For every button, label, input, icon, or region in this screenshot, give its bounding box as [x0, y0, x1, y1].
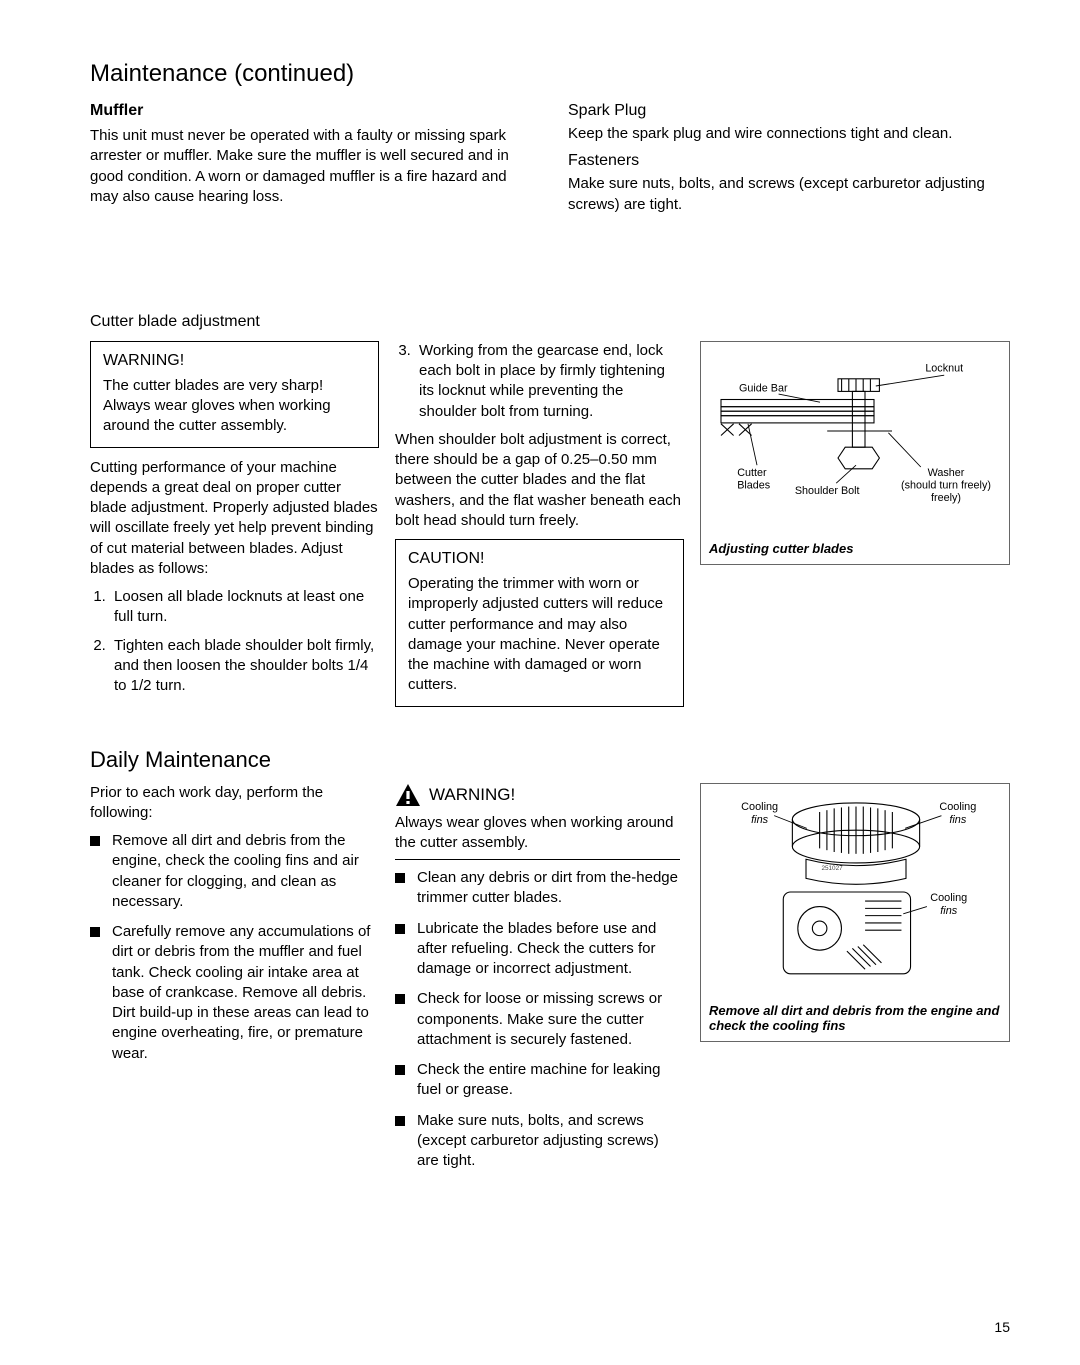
daily-col1: Prior to each work day, perform the foll… [90, 783, 375, 1074]
label-cutter-blades-2: Blades [737, 479, 770, 491]
cooling-fins-svg: Cooling fins Cooling fins Cooling fins 2… [709, 792, 1003, 992]
cutter-after: When shoulder bolt adjustment is correct… [395, 430, 684, 531]
cutter-intro: Cutting performance of your machine depe… [90, 458, 379, 580]
cutter-step: Working from the gearcase end, lock each… [415, 341, 684, 422]
label-cooling-l: Cooling [741, 801, 778, 813]
label-cooling-r: Cooling [939, 801, 976, 813]
daily-list2: Clean any debris or dirt from the-hedge … [395, 868, 680, 1171]
cutter-caution-title: CAUTION! [408, 550, 671, 568]
top-section: Muffler This unit must never be operated… [90, 102, 1010, 223]
label-fins-l: fins [751, 813, 769, 825]
cutter-steps-1-2: Loosen all blade locknuts at least one f… [90, 587, 379, 696]
cutter-diagram-col: Guide Bar Locknut Cutter Blades Shoulder… [700, 341, 1010, 565]
daily-warning-box: WARNING! Always wear gloves when working… [395, 783, 680, 861]
daily-diagram-col: Cooling fins Cooling fins Cooling fins 2… [700, 783, 1010, 1042]
sparkplug-heading: Spark Plug [568, 102, 1010, 120]
muffler-heading: Muffler [90, 102, 532, 120]
daily-diagram-caption: Remove all dirt and debris from the engi… [709, 1003, 1001, 1033]
cutter-caution-body: Operating the trimmer with worn or impro… [408, 574, 671, 696]
label-cutter-blades-1: Cutter [737, 467, 767, 479]
list-item: Check the entire machine for leaking fue… [395, 1060, 680, 1101]
daily-col2: WARNING! Always wear gloves when working… [395, 783, 680, 1182]
cutter-warning-body: The cutter blades are very sharp! Always… [103, 376, 366, 437]
list-item: Lubricate the blades before use and afte… [395, 919, 680, 980]
cutter-step: Tighten each blade shoulder bolt firmly,… [110, 636, 379, 697]
daily-list1: Remove all dirt and debris from the engi… [90, 831, 375, 1064]
label-washer: Washer [928, 467, 965, 479]
cutter-diagram-caption: Adjusting cutter blades [709, 541, 1001, 556]
cutter-warning-title: WARNING! [103, 352, 366, 370]
daily-heading: Daily Maintenance [90, 747, 1010, 773]
label-fins-b: fins [940, 904, 958, 916]
label-locknut: Locknut [925, 362, 963, 374]
cutter-blade-svg: Guide Bar Locknut Cutter Blades Shoulder… [709, 350, 1003, 530]
cutter-caution-box: CAUTION! Operating the trimmer with worn… [395, 539, 684, 707]
cutter-steps-3: Working from the gearcase end, lock each… [395, 341, 684, 422]
cutter-diagram: Guide Bar Locknut Cutter Blades Shoulder… [700, 341, 1010, 565]
muffler-block: Muffler This unit must never be operated… [90, 102, 532, 223]
list-item: Remove all dirt and debris from the engi… [90, 831, 375, 912]
cutter-warning-box: WARNING! The cutter blades are very shar… [90, 341, 379, 448]
label-guide-bar: Guide Bar [739, 382, 788, 394]
list-item: Carefully remove any accumulations of di… [90, 922, 375, 1064]
cutter-col1: WARNING! The cutter blades are very shar… [90, 341, 379, 705]
svg-text:freely): freely) [931, 492, 961, 504]
fasteners-heading: Fasteners [568, 152, 1010, 170]
svg-text:251027: 251027 [821, 865, 843, 872]
daily-warning-body: Always wear gloves when working around t… [395, 813, 680, 854]
daily-warning-title: WARNING! [429, 785, 515, 805]
daily-intro: Prior to each work day, perform the foll… [90, 783, 375, 824]
list-item: Clean any debris or dirt from the-hedge … [395, 868, 680, 909]
cutter-col2: Working from the gearcase end, lock each… [395, 341, 684, 717]
label-washer-note: (should turn freely) [901, 479, 991, 491]
right-top-block: Spark Plug Keep the spark plug and wire … [568, 102, 1010, 223]
fasteners-body: Make sure nuts, bolts, and screws (excep… [568, 174, 1010, 215]
page-title: Maintenance (continued) [90, 60, 1010, 88]
daily-diagram: Cooling fins Cooling fins Cooling fins 2… [700, 783, 1010, 1042]
warning-icon [395, 783, 421, 807]
sparkplug-body: Keep the spark plug and wire connections… [568, 124, 1010, 144]
cutter-heading: Cutter blade adjustment [90, 313, 1010, 331]
label-cooling-b: Cooling [930, 892, 967, 904]
page-number: 15 [994, 1319, 1010, 1335]
list-item: Check for loose or missing screws or com… [395, 989, 680, 1050]
daily-section: Daily Maintenance Prior to each work day… [90, 747, 1010, 1182]
list-item: Make sure nuts, bolts, and screws (excep… [395, 1111, 680, 1172]
label-shoulder-bolt: Shoulder Bolt [795, 485, 860, 497]
muffler-body: This unit must never be operated with a … [90, 126, 532, 207]
cutter-step: Loosen all blade locknuts at least one f… [110, 587, 379, 628]
cutter-section: Cutter blade adjustment WARNING! The cut… [90, 313, 1010, 717]
label-fins-r: fins [949, 813, 967, 825]
